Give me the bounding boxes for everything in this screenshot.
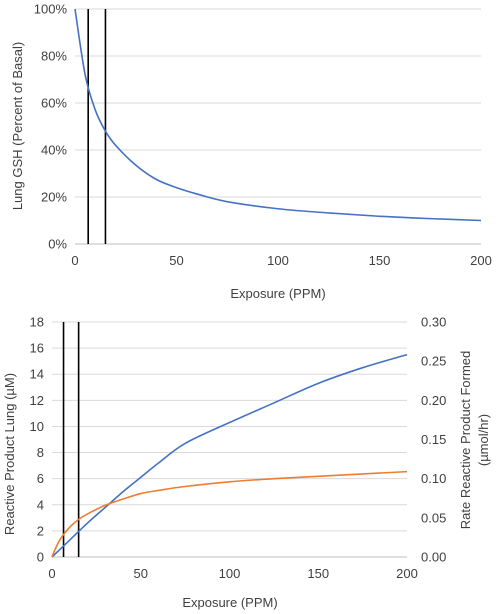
x-tick-labels: 0 50 100 150 200 xyxy=(71,253,491,268)
x-tick-label: 50 xyxy=(169,253,183,268)
y-right-tick-labels: 0.00 0.05 0.10 0.15 0.20 0.25 0.30 xyxy=(421,315,446,565)
x-tick-label: 150 xyxy=(369,253,391,268)
y-tick-label: 18 xyxy=(30,315,44,330)
series-line xyxy=(51,470,408,558)
y-tick-label: 6 xyxy=(37,471,44,486)
y-right-tick-label: 0.05 xyxy=(421,510,446,525)
y-right-axis-title-text: Rate Reactive Product Formed (µmol/hr) xyxy=(458,351,491,529)
y-tick-label: 60% xyxy=(41,96,67,111)
chart-reactive-product: 0 50 100 150 200 0 2 4 6 8 10 12 14 16 18 0.00 0.05 0.1… xyxy=(2,315,491,611)
y-tick-label: 20% xyxy=(41,190,67,205)
x-tick-label: 100 xyxy=(219,566,241,581)
y-right-tick-label: 0.10 xyxy=(421,471,446,486)
y-axis-title: Lung GSH (Percent of Basal) xyxy=(10,42,25,210)
x-tick-label: 100 xyxy=(267,253,289,268)
y-tick-label: 16 xyxy=(30,341,44,356)
y-right-axis-title-line: Rate Reactive Product Formed xyxy=(458,351,473,529)
y-tick-label: 8 xyxy=(37,445,44,460)
y-left-axis-title: Reactive Product Lung (µM) xyxy=(2,373,17,535)
x-tick-label: 150 xyxy=(307,566,329,581)
y-left-tick-labels: 0 2 4 6 8 10 12 14 16 18 xyxy=(30,315,44,565)
y-right-axis-title: Rate Reactive Product Formed (µmol/hr) xyxy=(458,351,491,529)
x-tick-labels: 0 50 100 150 200 xyxy=(48,566,417,581)
y-tick-label: 10 xyxy=(30,419,44,434)
y-right-tick-label: 0.30 xyxy=(421,315,446,330)
series-line xyxy=(74,8,482,222)
y-tick-label: 100% xyxy=(34,2,68,17)
y-tick-label: 12 xyxy=(30,393,44,408)
y-right-tick-label: 0.00 xyxy=(421,550,446,565)
x-tick-label: 0 xyxy=(71,253,78,268)
series-layer xyxy=(74,8,482,222)
x-tick-label: 200 xyxy=(396,566,418,581)
y-right-tick-label: 0.20 xyxy=(421,393,446,408)
series-line xyxy=(51,353,408,558)
x-tick-label: 200 xyxy=(470,253,492,268)
chart-lung-gsh: 0 50 100 150 200 0% 20% 40% 60% 80% 100% Exposure… xyxy=(10,2,492,302)
y-tick-labels: 0% 20% 40% 60% 80% 100% xyxy=(34,2,68,252)
y-tick-label: 80% xyxy=(41,49,67,64)
y-tick-label: 0 xyxy=(37,550,44,565)
x-tick-label: 50 xyxy=(134,566,148,581)
y-tick-label: 14 xyxy=(30,367,44,382)
y-right-tick-label: 0.15 xyxy=(421,432,446,447)
reference-lines xyxy=(87,9,107,244)
grid xyxy=(52,321,407,558)
grid xyxy=(75,8,481,245)
reference-lines xyxy=(62,322,80,557)
y-tick-label: 4 xyxy=(37,497,44,512)
y-tick-label: 40% xyxy=(41,143,67,158)
y-tick-label: 2 xyxy=(37,523,44,538)
x-tick-label: 0 xyxy=(48,566,55,581)
y-right-axis-title-line: (µmol/hr) xyxy=(476,414,491,466)
x-axis-title: Exposure (PPM) xyxy=(182,595,277,610)
x-axis-title: Exposure (PPM) xyxy=(230,286,325,301)
series-layer xyxy=(51,353,408,558)
y-right-tick-label: 0.25 xyxy=(421,354,446,369)
y-tick-label: 0% xyxy=(48,237,67,252)
